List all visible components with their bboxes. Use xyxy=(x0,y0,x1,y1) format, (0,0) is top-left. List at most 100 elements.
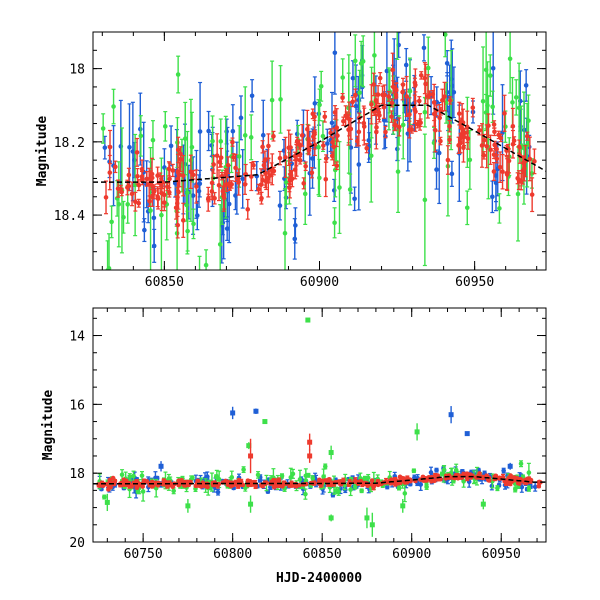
data-point xyxy=(341,118,346,124)
data-point xyxy=(422,197,428,203)
data-point xyxy=(516,105,522,111)
outlier-point xyxy=(307,439,313,445)
data-point xyxy=(119,472,125,478)
data-point xyxy=(176,479,182,485)
data-point xyxy=(206,195,211,201)
data-point xyxy=(260,132,266,138)
data-point xyxy=(161,478,167,483)
x-tick-label: 60850 xyxy=(303,547,342,562)
data-point xyxy=(150,137,156,143)
data-point xyxy=(125,202,131,207)
outlier-point xyxy=(307,453,313,459)
data-point xyxy=(317,478,323,484)
data-point xyxy=(225,162,231,168)
data-point xyxy=(173,205,179,211)
outlier-point xyxy=(248,453,254,459)
y-tick-label: 18 xyxy=(69,467,85,482)
data-point xyxy=(440,97,445,103)
data-point xyxy=(139,473,145,478)
data-point xyxy=(113,164,118,170)
data-point xyxy=(213,482,219,487)
data-point xyxy=(231,155,236,160)
data-point xyxy=(255,472,261,478)
data-point xyxy=(138,133,144,139)
y-tick-label: 20 xyxy=(69,536,85,551)
data-point xyxy=(330,139,335,145)
data-point xyxy=(191,221,196,227)
x-tick-label: 60800 xyxy=(213,547,252,562)
data-point xyxy=(223,171,228,177)
data-point xyxy=(373,98,379,103)
data-point xyxy=(329,120,335,126)
data-point xyxy=(497,476,503,481)
y-tick-label: 16 xyxy=(69,398,85,413)
data-point xyxy=(503,124,508,129)
data-point xyxy=(436,150,442,156)
data-point xyxy=(322,464,328,469)
data-point xyxy=(494,156,500,162)
data-point xyxy=(311,480,317,486)
data-point xyxy=(501,468,506,473)
data-point xyxy=(400,89,405,95)
data-point xyxy=(425,94,431,99)
data-point xyxy=(493,180,499,186)
data-point xyxy=(151,243,157,249)
data-point xyxy=(383,129,388,135)
data-point xyxy=(358,61,364,66)
data-point xyxy=(438,138,443,144)
outlier-point xyxy=(448,412,454,418)
series-green xyxy=(100,32,535,270)
data-point xyxy=(372,53,377,58)
data-point xyxy=(461,145,466,151)
outlier-point xyxy=(185,503,191,509)
data-point xyxy=(376,109,382,115)
data-point xyxy=(361,124,367,129)
data-point xyxy=(189,144,195,150)
data-point xyxy=(395,169,401,174)
data-point xyxy=(147,198,152,204)
data-point xyxy=(343,113,348,119)
outlier-point xyxy=(464,431,470,437)
data-point xyxy=(149,484,155,489)
data-point xyxy=(518,461,524,467)
x-tick-label: 60850 xyxy=(145,275,184,290)
data-point xyxy=(210,138,215,144)
data-point xyxy=(226,201,232,207)
data-point xyxy=(317,175,322,181)
data-point xyxy=(335,133,340,138)
data-point xyxy=(241,467,246,472)
data-point xyxy=(464,205,470,211)
data-point xyxy=(337,480,343,485)
top-plot-area xyxy=(93,32,546,270)
data-point xyxy=(109,219,114,225)
data-point xyxy=(432,127,438,133)
data-point xyxy=(421,45,427,51)
data-point xyxy=(258,182,264,188)
data-point xyxy=(292,236,298,242)
data-point xyxy=(477,128,482,133)
data-point xyxy=(362,475,368,481)
data-point xyxy=(294,131,300,137)
data-point xyxy=(134,485,140,491)
data-point xyxy=(126,172,132,178)
data-point xyxy=(407,88,413,94)
data-point xyxy=(340,95,345,101)
outlier-point xyxy=(104,499,110,505)
data-point xyxy=(337,185,342,190)
data-point xyxy=(218,139,224,144)
data-point xyxy=(167,176,172,182)
data-point xyxy=(162,192,167,198)
data-point xyxy=(517,481,522,486)
data-point xyxy=(242,133,248,138)
data-point xyxy=(515,191,521,197)
data-point xyxy=(350,99,355,105)
data-point xyxy=(227,181,232,186)
data-point xyxy=(297,477,303,482)
data-point xyxy=(412,106,417,112)
data-point xyxy=(490,104,495,110)
data-point xyxy=(470,105,476,110)
data-point xyxy=(310,111,316,117)
data-point xyxy=(369,102,374,107)
outlier-point xyxy=(246,443,252,449)
data-point xyxy=(236,154,242,159)
